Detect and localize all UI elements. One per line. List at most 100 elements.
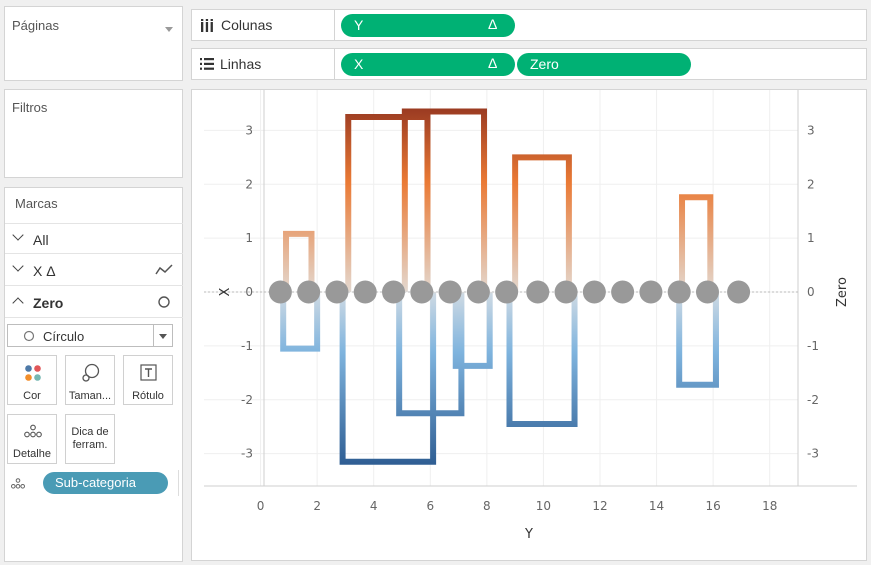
x-tick-label: 12	[592, 499, 607, 513]
zero-point	[297, 280, 321, 304]
delta-icon: Δ	[488, 55, 498, 71]
view-area[interactable]: 3 3 2 2 1 1 0 0 -1 -1 -2 -2 -3 -3 0 2 4 6 8 10 12 14 16 18 Y X Zer…	[191, 89, 867, 561]
pill-label: Zero	[530, 56, 559, 72]
marks-panel: Marcas All X Δ Zero Círculo Cor	[4, 187, 183, 562]
zero-point	[410, 280, 434, 304]
mark-type-value: Círculo	[43, 329, 85, 344]
sub-category-pill[interactable]: Sub-categoria	[43, 472, 168, 494]
color-icon	[25, 365, 41, 381]
y-axis-title-right: Zero	[835, 277, 850, 307]
y-tick-label-left: -2	[241, 393, 253, 407]
columns-pill-y[interactable]: Y Δ	[341, 14, 515, 37]
marks-title: Marcas	[15, 196, 58, 211]
zero-point	[438, 280, 462, 304]
zero-point	[639, 280, 663, 304]
y-tick-label-right: 1	[807, 231, 815, 245]
tooltip-card-label-line1: Dica de	[71, 426, 109, 438]
zero-point	[495, 280, 519, 304]
size-card-label: Taman...	[68, 390, 112, 402]
chevron-down-icon[interactable]	[12, 260, 24, 272]
y-tick-label-right: 3	[807, 123, 815, 137]
step-segment	[452, 292, 493, 369]
zero-point	[268, 280, 292, 304]
zero-point	[727, 280, 751, 304]
filters-title: Filtros	[12, 100, 48, 115]
zero-point	[526, 280, 550, 304]
y-tick-label-left: 2	[245, 177, 253, 191]
detail-card[interactable]: Detalhe	[7, 414, 57, 464]
label-card-label: Rótulo	[132, 390, 164, 402]
y-tick-label-right: -3	[807, 447, 819, 461]
rows-icon	[200, 58, 214, 70]
x-tick-label: 18	[762, 499, 777, 513]
size-card[interactable]: Taman...	[65, 355, 115, 405]
dropdown-divider	[153, 325, 154, 346]
step-segment	[676, 292, 719, 388]
x-tick-label: 14	[649, 499, 664, 513]
zero-point	[695, 280, 719, 304]
zero-point	[667, 280, 691, 304]
columns-label: Colunas	[221, 17, 273, 33]
marks-row-x-delta[interactable]: X Δ	[5, 255, 183, 286]
x-tick-label: 0	[257, 499, 265, 513]
mark-type-dropdown[interactable]: Círculo	[7, 324, 173, 347]
pages-title: Páginas	[12, 18, 59, 33]
y-tick-label-right: -2	[807, 393, 819, 407]
columns-shelf: Colunas Y Δ	[191, 9, 867, 41]
marks-row-label: All	[33, 232, 49, 248]
chevron-down-icon[interactable]	[12, 229, 24, 241]
zero-point	[582, 280, 606, 304]
text-icon	[140, 364, 157, 381]
y-tick-label-right: -1	[807, 339, 819, 353]
marks-row-all[interactable]: All	[5, 223, 183, 254]
tooltip-card[interactable]: Dica de ferram.	[65, 414, 115, 464]
step-segment	[283, 230, 315, 293]
chevron-down-icon[interactable]	[165, 27, 173, 32]
zero-point	[382, 280, 406, 304]
x-axis-title: Y	[524, 527, 533, 542]
detail-icon	[11, 478, 25, 489]
rows-pill-zero[interactable]: Zero	[517, 53, 691, 76]
step-segment	[345, 113, 431, 293]
shelf-divider	[334, 10, 335, 40]
pages-panel[interactable]: Páginas	[4, 6, 183, 81]
pill-label: Y	[354, 17, 364, 33]
shelf-divider	[334, 49, 335, 79]
y-axis-title-left: X	[218, 287, 233, 296]
zero-point	[353, 280, 377, 304]
y-tick-label-left: -1	[241, 339, 253, 353]
detail-icon	[24, 424, 42, 438]
y-tick-label-left: 0	[245, 285, 253, 299]
size-icon	[82, 363, 100, 382]
step-segment	[679, 194, 714, 293]
line-mark-icon	[155, 264, 173, 275]
tooltip-card-label-line2: ferram.	[72, 439, 108, 451]
y-tick-label-right: 2	[807, 177, 815, 191]
step-segment	[512, 154, 572, 293]
step-segment	[396, 292, 465, 417]
color-card[interactable]: Cor	[7, 355, 57, 405]
step-segment	[339, 292, 437, 465]
rows-shelf: Linhas X Δ Zero	[191, 48, 867, 80]
filters-panel[interactable]: Filtros	[4, 89, 183, 178]
step-segment	[401, 108, 488, 293]
chevron-down-icon[interactable]	[159, 334, 167, 339]
columns-icon	[201, 19, 213, 32]
zero-point	[325, 280, 349, 304]
y-tick-label-left: 3	[245, 123, 253, 137]
rows-pill-x[interactable]: X Δ	[341, 53, 515, 76]
circle-icon	[23, 330, 35, 342]
chevron-up-icon[interactable]	[12, 297, 24, 309]
marks-row-zero[interactable]: Zero	[5, 287, 183, 318]
rows-label: Linhas	[220, 56, 262, 72]
zero-point	[554, 280, 578, 304]
detail-pill-row: Sub-categoria	[7, 470, 179, 496]
color-card-label: Cor	[23, 390, 41, 402]
x-tick-label: 16	[706, 499, 721, 513]
y-tick-label-right: 0	[807, 285, 815, 299]
marks-row-label: X Δ	[33, 263, 56, 279]
step-segment	[506, 292, 578, 428]
delta-icon: Δ	[488, 16, 498, 32]
label-card[interactable]: Rótulo	[123, 355, 173, 405]
